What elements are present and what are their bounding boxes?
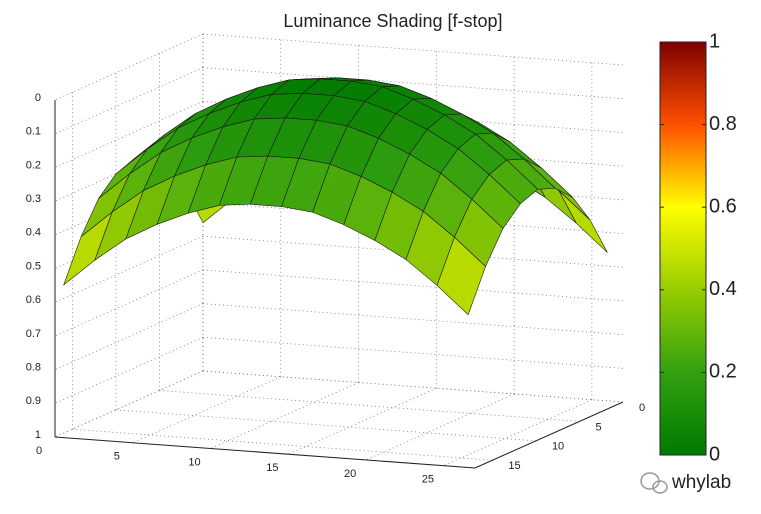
y-tick-label: 10 [552,441,564,453]
grid-line [202,370,624,403]
grid-line [202,370,624,403]
grid-line [115,409,536,442]
grid-line [202,269,624,302]
grid-line [288,387,437,455]
y-tick-label: 5 [595,421,601,433]
x-tick-label: 20 [344,468,356,480]
z-tick-label: 0.7 [26,328,41,340]
grid-line [202,303,624,335]
grid-line [132,376,281,444]
surface-face [558,190,608,253]
z-tick-label: 0.2 [26,159,41,171]
colorbar-tick-label: 0 [709,443,720,465]
z-tick-label: 0.8 [26,362,41,374]
x-tick-label: 0 [36,445,42,457]
watermark: whylab [671,472,731,493]
colorbar-tick-label: 0.6 [709,195,737,217]
grid-line [72,428,493,461]
grid-line [210,382,359,449]
grid-line [54,269,204,337]
axis-line [54,436,476,469]
grid-line [443,399,593,467]
grid-line [202,336,624,369]
grid-line [54,303,204,370]
z-tick-label: 0.4 [26,227,41,239]
grid-line [365,393,515,461]
z-tick-label: 1 [35,429,41,441]
z-tick-label: 0.3 [26,193,41,205]
surface [63,77,608,316]
x-tick-label: 10 [188,456,200,468]
z-tick-label: 0 [35,92,41,104]
z-tick-label: 0.9 [26,395,41,407]
chart-title: Luminance Shading [f-stop] [283,11,502,31]
z-tick-label: 0.5 [26,260,41,272]
colorbar-tick-label: 0.4 [709,278,737,300]
x-tick-label: 5 [114,451,120,463]
axis-line [474,401,624,469]
colorbar-tick-label: 0.2 [709,361,737,383]
grid-line [202,33,624,66]
grid-line [159,390,580,422]
colorbar-tick-label: 1 [709,30,720,52]
z-tick-label: 0.6 [26,294,41,306]
grid-line [54,336,204,404]
grid-line [54,33,204,101]
watermark-icon [640,472,668,494]
colorbar-tick-label: 0.8 [709,113,737,135]
y-tick-label: 0 [639,402,645,414]
x-tick-label: 15 [266,462,278,474]
grid-line [54,370,204,438]
surface-face [436,236,486,316]
colorbar [659,41,707,456]
x-tick-label: 25 [422,474,434,486]
y-tick-label: 15 [508,460,520,472]
z-tick-label: 0.1 [26,126,41,138]
